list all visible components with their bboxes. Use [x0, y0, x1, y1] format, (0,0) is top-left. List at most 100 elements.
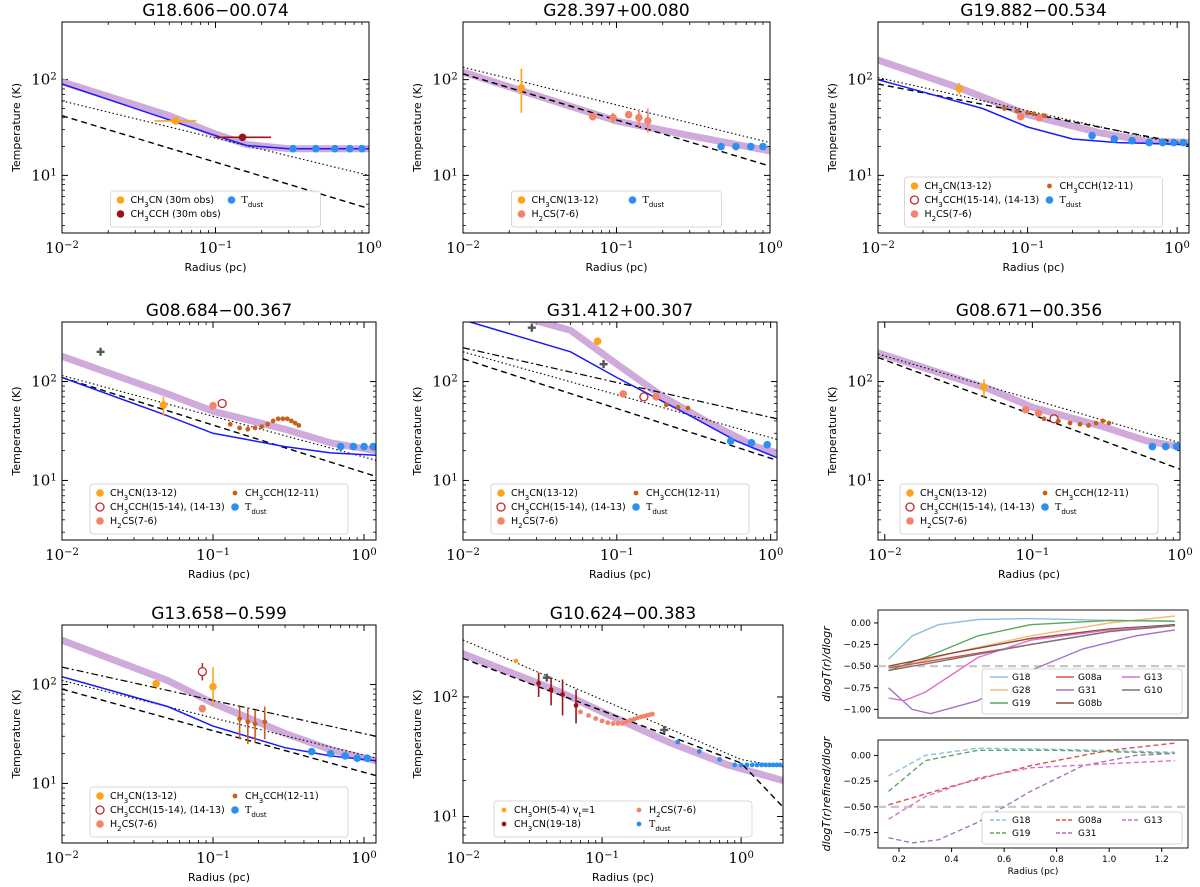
legend-label: CH3OH(5-4) vt=1 — [514, 805, 595, 819]
x-tick-label: 10−2 — [868, 546, 902, 564]
y-axis-label: dlogT(r)refined/dlogr — [820, 735, 833, 851]
data-point — [270, 418, 276, 424]
x-axis-label: Radius (pc) — [1008, 867, 1059, 877]
data-point — [726, 437, 735, 445]
data-point — [252, 425, 258, 431]
x-tick-label: 1.2 — [1155, 855, 1169, 865]
legend-label: G31 — [1078, 686, 1096, 696]
legend-label: Tdust — [646, 502, 668, 516]
data-point — [349, 442, 358, 451]
x-tick-label: 10−2 — [45, 546, 79, 564]
data-point — [296, 423, 302, 428]
legend-label: CH3CN(13-12) — [925, 181, 992, 195]
cross-marker — [527, 323, 536, 332]
data-point — [238, 133, 247, 142]
panel-title: G31.412+00.307 — [547, 301, 693, 321]
x-tick-label: 10−2 — [446, 546, 480, 564]
data-point — [536, 680, 542, 686]
data-point — [747, 142, 755, 151]
legend-box — [110, 190, 321, 228]
data-point — [1055, 418, 1061, 424]
legend-marker — [632, 503, 640, 511]
x-tick-label: 10−1 — [196, 849, 230, 867]
legend-marker — [496, 502, 506, 512]
legend-label: G19 — [1012, 699, 1031, 709]
data-point — [1077, 421, 1083, 427]
axes-frame — [877, 321, 1181, 541]
data-point — [717, 757, 722, 762]
y-axis-label: Temperature (K) — [826, 83, 839, 173]
legend-box — [981, 668, 1183, 715]
y-tick-label: 101 — [847, 166, 872, 184]
x-axis-label: Radius (pc) — [589, 568, 651, 581]
y-tick-label: 102 — [432, 71, 457, 89]
data-point — [732, 762, 738, 768]
data-point — [639, 392, 649, 402]
x-tick-label: 10−1 — [600, 546, 634, 564]
axes-frame — [462, 624, 784, 844]
data-point — [307, 747, 316, 756]
data-point — [1106, 420, 1112, 426]
legend-marker — [1041, 503, 1049, 511]
data-point — [262, 719, 268, 725]
legend-label: Tdust — [649, 819, 671, 833]
legend: CH3CN (30m obs) Tdust CH3CCH (30m obs) — [110, 190, 321, 228]
x-axis-label: Radius (pc) — [998, 568, 1060, 581]
legend-label: H2CS(7-6) — [532, 209, 579, 223]
data-point — [152, 679, 160, 688]
data-point — [284, 416, 290, 422]
dashdot-line — [463, 347, 777, 420]
model-band — [526, 322, 777, 457]
data-point — [245, 719, 251, 725]
series-line-G19 — [888, 749, 1175, 792]
legend: CH3CN(13-12) CH3CCH(12-11) CH3CCH(15-14), … — [899, 483, 1159, 535]
plot-area — [62, 347, 376, 478]
y-tick-label: −0.50 — [843, 803, 871, 813]
model-band — [878, 349, 1180, 451]
plot-area — [463, 322, 777, 461]
x-axis-label: Radius (pc) — [592, 871, 654, 883]
data-point — [980, 383, 988, 391]
legend-label: G10 — [1144, 686, 1163, 696]
cross-marker — [96, 347, 105, 356]
data-point — [1093, 420, 1099, 426]
data-point — [749, 762, 755, 768]
legend-marker — [906, 489, 914, 497]
axes-frame — [877, 21, 1190, 234]
data-point — [237, 716, 243, 722]
data-point — [770, 762, 776, 768]
data-point — [252, 721, 258, 727]
data-point — [363, 754, 372, 763]
data-point — [517, 84, 526, 92]
series-line-G31 — [888, 752, 1175, 844]
plot-area — [62, 78, 369, 210]
data-point — [763, 762, 769, 768]
data-point — [346, 144, 354, 153]
legend: CH3CN(13-12) CH3CCH(12-11) CH3CCH(15-14), … — [89, 786, 349, 838]
x-tick-label: 100 — [757, 239, 782, 257]
panel-title: G08.671−00.356 — [956, 301, 1102, 321]
dotted-line — [878, 353, 1180, 444]
x-tick-label: 0.4 — [944, 855, 959, 865]
y-tick-label: −1.00 — [843, 705, 871, 715]
legend-box — [490, 483, 750, 535]
data-point — [1014, 108, 1020, 114]
y-tick-label: −0.75 — [843, 829, 871, 839]
legend-label: G31 — [1078, 829, 1096, 839]
data-point — [292, 420, 298, 426]
legend: G18 G08a G13 G19 G31 — [981, 811, 1183, 845]
y-tick-label: 102 — [31, 373, 56, 391]
legend-label: H2CS(7-6) — [511, 516, 558, 530]
x-tick-label: 10−1 — [1011, 239, 1045, 257]
legend-label: G18 — [1012, 673, 1031, 683]
data-point — [280, 416, 286, 422]
y-tick-label: 102 — [432, 373, 457, 391]
y-tick-label: 102 — [31, 676, 56, 694]
axes-frame — [61, 624, 377, 844]
data-point — [619, 721, 625, 726]
x-axis-label: Radius (pc) — [586, 261, 648, 274]
data-point — [1148, 442, 1157, 451]
legend-label: CH3CCH(15-14), (14-13) — [511, 502, 626, 516]
data-point — [1025, 110, 1030, 116]
